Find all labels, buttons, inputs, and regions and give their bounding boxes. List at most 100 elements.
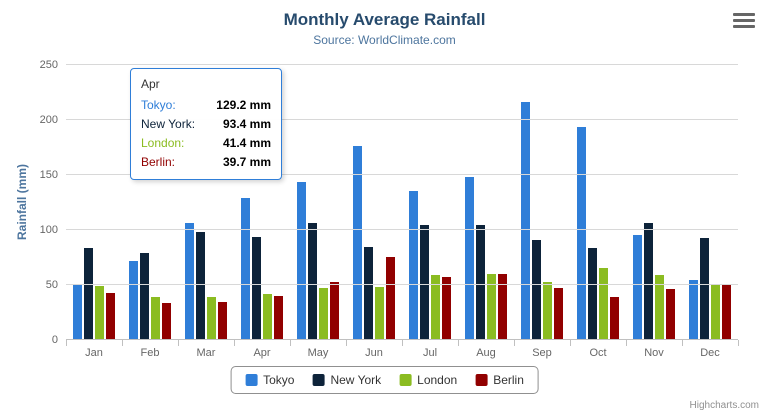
bar-london[interactable] (655, 274, 664, 340)
bar-berlin[interactable] (610, 297, 619, 340)
bar-berlin[interactable] (330, 282, 339, 340)
bar-london[interactable] (151, 297, 160, 340)
bar-tokyo[interactable] (521, 101, 530, 340)
bar-tokyo[interactable] (689, 280, 698, 340)
legend-item-tokyo[interactable]: Tokyo (245, 373, 294, 387)
tooltip-series-name: New York: (141, 117, 196, 131)
bar-berlin[interactable] (722, 283, 731, 340)
bar-berlin[interactable] (218, 302, 227, 340)
x-axis-line (66, 339, 738, 340)
tooltip-row: Tokyo: 129.2 mm (141, 98, 271, 112)
bar-tokyo[interactable] (577, 126, 586, 340)
bar-tokyo[interactable] (465, 176, 474, 340)
x-axis-label: Nov (644, 347, 664, 359)
bar-tokyo[interactable] (633, 234, 642, 340)
bar-london[interactable] (375, 286, 384, 340)
legend-item-label: London (417, 373, 458, 387)
tooltip-row: London: 41.4 mm (141, 136, 271, 150)
bar-new-york[interactable] (308, 223, 317, 340)
gridline (66, 119, 738, 120)
bar-berlin[interactable] (162, 303, 171, 340)
bar-london[interactable] (487, 274, 496, 340)
column-group-dec (682, 65, 738, 340)
bar-new-york[interactable] (644, 222, 653, 340)
x-axis-label: Feb (140, 347, 160, 359)
column-group-jun (346, 65, 402, 340)
tooltip-series-name: Tokyo: (141, 98, 176, 112)
bar-new-york[interactable] (700, 238, 709, 340)
bar-new-york[interactable] (84, 248, 93, 340)
x-axis-tick (570, 340, 571, 346)
bar-new-york[interactable] (476, 225, 485, 340)
x-axis-label: Jan (85, 347, 103, 359)
bar-new-york[interactable] (252, 237, 261, 340)
x-axis-label: Aug (476, 347, 496, 359)
x-axis-tick (66, 340, 67, 346)
bar-berlin[interactable] (666, 288, 675, 340)
chart-title: Monthly Average Rainfall (283, 10, 486, 29)
bar-london[interactable] (431, 275, 440, 340)
bar-tokyo[interactable] (409, 190, 418, 340)
bar-london[interactable] (599, 268, 608, 340)
tooltip-header: Apr (141, 77, 160, 91)
column-group-apr (234, 65, 290, 340)
bar-london[interactable] (711, 283, 720, 340)
bar-berlin[interactable] (554, 287, 563, 340)
legend-item-london[interactable]: London (399, 373, 457, 387)
x-axis-label: Mar (196, 347, 216, 359)
bar-tokyo[interactable] (241, 197, 250, 340)
y-axis-label: 0 (51, 334, 58, 346)
x-axis-label: Dec (700, 347, 720, 359)
bar-london[interactable] (207, 296, 216, 340)
bar-new-york[interactable] (420, 224, 429, 340)
x-axis-label: May (307, 347, 329, 359)
bar-tokyo[interactable] (73, 285, 82, 340)
legend-item-label: New York (330, 373, 382, 387)
legend-item-berlin[interactable]: Berlin (475, 373, 524, 387)
column-group-jul (402, 65, 458, 340)
bar-london[interactable] (543, 282, 552, 340)
bar-london[interactable] (95, 286, 104, 340)
bar-berlin[interactable] (498, 273, 507, 340)
legend-swatch-icon (399, 374, 412, 386)
bar-london[interactable] (319, 288, 328, 340)
tooltip-series-value: 41.4 mm (222, 136, 271, 150)
tooltip-series-value: 39.7 mm (222, 155, 271, 169)
gridline (66, 64, 738, 65)
column-group-mar (178, 65, 234, 340)
column-group-aug (458, 65, 514, 340)
bar-new-york[interactable] (364, 247, 373, 340)
bar-tokyo[interactable] (297, 181, 306, 340)
x-axis-label: Jun (365, 347, 383, 359)
bar-new-york[interactable] (196, 231, 205, 340)
export-menu-button[interactable] (733, 13, 755, 28)
bar-tokyo[interactable] (185, 222, 194, 340)
column-group-jan (66, 65, 122, 340)
x-axis-tick (290, 340, 291, 346)
x-axis-tick (402, 340, 403, 346)
tooltip: Apr Tokyo: 129.2 mm New York: 93.4 mm London… (130, 68, 282, 180)
bar-berlin[interactable] (274, 296, 283, 340)
credits-link[interactable]: Highcharts.com (689, 400, 759, 411)
legend-item-label: Berlin (493, 373, 524, 387)
bar-new-york[interactable] (532, 239, 541, 340)
legend: Tokyo New York London Berlin (230, 366, 539, 394)
x-axis-labels: Jan Feb Mar Apr May Jun Jul Aug Sep Oct Nov Dec (66, 347, 738, 359)
bar-berlin[interactable] (386, 256, 395, 340)
bar-new-york[interactable] (588, 248, 597, 340)
legend-swatch-icon (245, 374, 258, 386)
bar-tokyo[interactable] (129, 261, 138, 340)
bar-tokyo[interactable] (353, 146, 362, 340)
tooltip-series-name: Berlin: (141, 155, 176, 169)
legend-swatch-icon (312, 374, 325, 386)
legend-item-new-york[interactable]: New York (312, 373, 381, 387)
bar-new-york[interactable] (140, 253, 149, 340)
y-axis-label: 250 (39, 59, 58, 71)
gridline (66, 284, 738, 285)
bar-london[interactable] (263, 294, 272, 340)
bar-berlin[interactable] (106, 293, 115, 340)
column-group-oct (570, 65, 626, 340)
bar-berlin[interactable] (442, 276, 451, 340)
legend-swatch-icon (475, 374, 488, 386)
